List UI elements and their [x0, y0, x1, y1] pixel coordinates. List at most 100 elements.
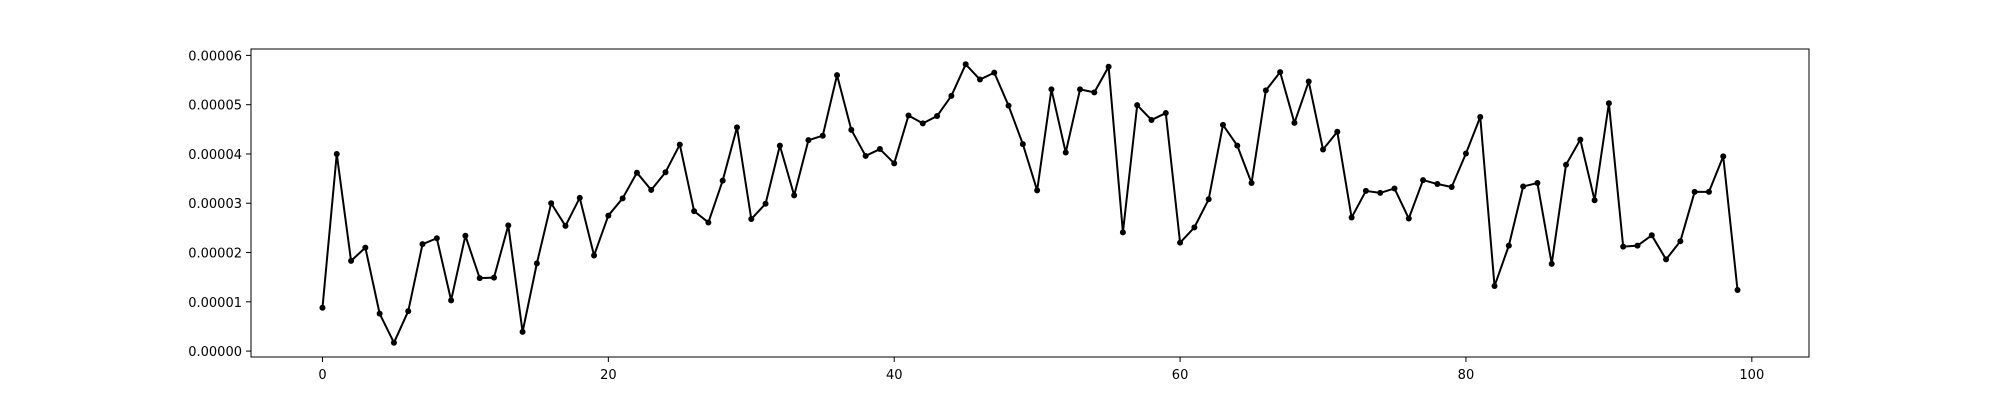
data-point	[862, 152, 869, 159]
data-point	[1119, 229, 1126, 236]
data-point	[576, 194, 583, 201]
data-point	[1320, 146, 1327, 153]
data-point	[405, 308, 412, 315]
data-point	[1134, 102, 1141, 109]
x-tick-label: 20	[600, 368, 617, 383]
data-point	[919, 120, 926, 127]
data-point	[1477, 114, 1484, 121]
data-point	[1405, 215, 1412, 222]
data-point	[1563, 161, 1570, 168]
data-point	[1062, 149, 1069, 156]
data-point	[1148, 116, 1155, 123]
data-point	[1705, 188, 1712, 195]
data-point	[1634, 242, 1641, 249]
data-point	[1505, 242, 1512, 249]
data-point	[1048, 86, 1055, 93]
data-point	[1077, 86, 1084, 93]
data-point	[1348, 214, 1355, 221]
data-point	[1620, 243, 1627, 250]
series-markers	[319, 61, 1741, 346]
data-point	[891, 160, 898, 167]
data-point	[1648, 232, 1655, 239]
y-tick-label: 0.00003	[188, 197, 242, 212]
y-axis-ticks: 0.00000 0.00001 0.00002 0.00003 0.00004 0.000…	[188, 49, 251, 360]
data-point	[991, 69, 998, 76]
data-point	[1234, 142, 1241, 149]
data-point	[1691, 188, 1698, 195]
data-point	[490, 274, 497, 281]
plot-area-frame	[250, 48, 1810, 358]
x-tick-label: 60	[1172, 368, 1189, 383]
data-point	[1034, 187, 1041, 194]
data-point	[591, 252, 598, 259]
data-point	[348, 257, 355, 264]
data-point	[533, 260, 540, 267]
x-tick-label: 100	[1739, 368, 1764, 383]
data-point	[419, 241, 426, 248]
data-point	[1491, 283, 1498, 290]
data-point	[362, 244, 369, 251]
data-point	[1362, 187, 1369, 194]
data-point	[791, 192, 798, 199]
data-point	[876, 146, 883, 153]
data-point	[676, 141, 683, 148]
y-tick-label: 0.00004	[188, 148, 242, 163]
data-point	[776, 142, 783, 149]
data-point	[748, 216, 755, 223]
data-point	[462, 232, 469, 239]
data-point	[848, 126, 855, 133]
data-point	[905, 112, 912, 119]
data-point	[976, 76, 983, 83]
data-point	[1520, 183, 1527, 190]
y-tick-label: 0.00000	[188, 345, 242, 360]
data-point	[1334, 128, 1341, 135]
data-point	[1605, 100, 1612, 107]
data-point	[962, 61, 969, 68]
data-point	[1019, 141, 1026, 148]
data-point	[648, 186, 655, 193]
data-point	[948, 92, 955, 99]
data-point	[1277, 69, 1284, 76]
data-point	[733, 124, 740, 131]
data-point	[805, 137, 812, 144]
data-point	[819, 132, 826, 139]
data-point	[476, 275, 483, 282]
data-point	[1091, 89, 1098, 96]
data-point	[1462, 150, 1469, 157]
data-point	[1305, 78, 1312, 85]
data-point	[934, 113, 941, 120]
y-tick-label: 0.00006	[188, 49, 242, 64]
data-point	[719, 177, 726, 184]
data-point	[1262, 87, 1269, 94]
data-point	[619, 195, 626, 202]
data-point	[691, 208, 698, 215]
data-point	[562, 222, 569, 229]
data-point	[1448, 183, 1455, 190]
data-point	[1248, 180, 1255, 187]
data-point	[1105, 63, 1112, 70]
x-tick-label: 80	[1458, 368, 1475, 383]
data-point	[333, 150, 340, 157]
data-point	[1391, 185, 1398, 192]
data-point	[834, 72, 841, 79]
data-point	[1205, 196, 1212, 203]
data-point	[548, 200, 555, 207]
data-point	[1219, 121, 1226, 128]
data-point	[505, 222, 512, 229]
data-point	[433, 235, 440, 242]
data-point	[519, 328, 526, 335]
y-tick-label: 0.00001	[188, 296, 242, 311]
data-point	[1162, 110, 1169, 117]
data-point	[1548, 260, 1555, 267]
data-point	[1534, 180, 1541, 187]
data-point	[1005, 102, 1012, 109]
y-tick-label: 0.00002	[188, 247, 242, 262]
data-point	[448, 297, 455, 304]
y-tick-label: 0.00005	[188, 99, 242, 114]
data-point	[1663, 256, 1670, 263]
data-point	[1191, 224, 1198, 231]
data-point	[1377, 189, 1384, 196]
data-point	[1734, 286, 1741, 293]
